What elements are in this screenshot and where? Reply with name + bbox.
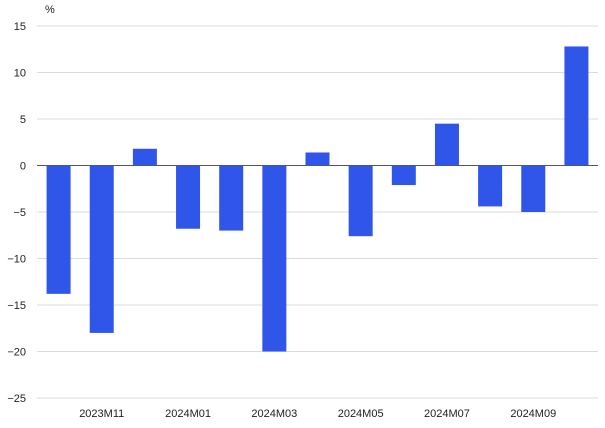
y-tick-label: 15 [14, 21, 26, 33]
y-tick-labels: 15 10 5 0 −5 −10 −15 −20 −25 [7, 21, 26, 405]
x-tick-labels: 2023M11 2024M01 2024M03 2024M05 2024M07 2024M… [79, 408, 556, 420]
bar-2024M05 [348, 165, 373, 237]
bar-2024M03 [262, 165, 287, 352]
bar-2024M10 [564, 46, 589, 166]
bar-2024M09 [521, 165, 546, 212]
bars [46, 46, 589, 352]
y-tick-label: 0 [20, 161, 26, 173]
x-tick-label: 2024M03 [251, 408, 297, 420]
y-tick-label: −5 [13, 207, 26, 219]
x-tick-label: 2024M05 [338, 408, 384, 420]
bar-2024M02 [219, 165, 244, 231]
y-tick-label: 5 [20, 114, 26, 126]
y-tick-label: −15 [7, 300, 26, 312]
bar-2024M01 [176, 165, 201, 229]
bar-2023M10 [46, 165, 71, 294]
y-tick-label: −20 [7, 347, 26, 359]
bar-2024M06 [391, 165, 416, 186]
x-tick-label: 2024M07 [424, 408, 470, 420]
bar-2024M07 [434, 123, 459, 166]
x-tick-label: 2024M09 [510, 408, 556, 420]
bar-2023M11 [89, 165, 114, 333]
x-tick-label: 2023M11 [79, 408, 124, 420]
x-tick-label: 2024M01 [165, 408, 211, 420]
y-tick-label: 10 [14, 68, 26, 80]
y-tick-label: −25 [7, 393, 26, 405]
gridlines [37, 25, 598, 399]
bar-2024M08 [478, 165, 503, 207]
bar-2023M12 [132, 148, 157, 166]
bar-2024M04 [305, 152, 330, 166]
y-tick-label: −10 [7, 254, 26, 266]
y-axis-unit-label: % [45, 4, 55, 16]
